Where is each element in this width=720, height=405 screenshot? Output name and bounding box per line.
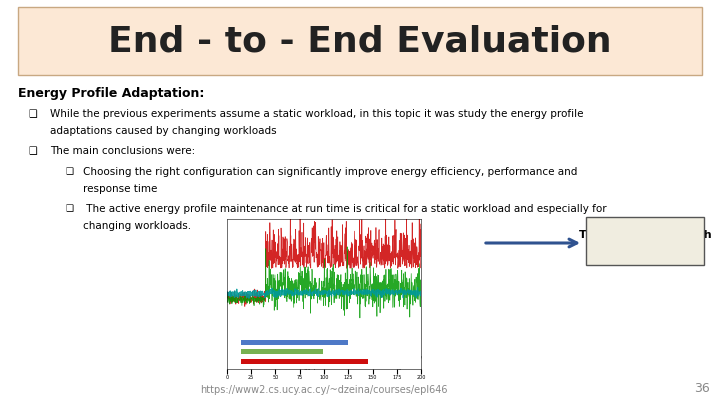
Bar [241,340,348,345]
Text: End - to - End Evaluation: End - to - End Evaluation [108,24,612,58]
Text: ❑: ❑ [65,204,73,213]
Text: While the previous experiments assume a static workload, in this topic it was st: While the previous experiments assume a … [50,109,583,119]
Text: adaptations caused by changing workloads: adaptations caused by changing workloads [50,126,276,136]
Text: The work load switch
happens at 40s: The work load switch happens at 40s [579,230,711,252]
Text: The active energy profile maintenance at run time is critical for a static workl: The active energy profile maintenance at… [83,204,607,214]
Text: for different energy profile maintenance strategies: for different energy profile maintenance… [250,365,410,370]
Text: https://www2.cs.ucy.ac.cy/~dzeina/courses/epl646: https://www2.cs.ucy.ac.cy/~dzeina/course… [200,385,448,395]
Text: ❑: ❑ [65,167,73,176]
Text: Energy Profile Adaptation:: Energy Profile Adaptation: [18,87,204,100]
Text: ❑: ❑ [28,146,37,156]
Text: Choosing the right configuration can significantly improve energy efficiency, pe: Choosing the right configuration can sig… [83,167,577,177]
Bar [241,359,368,364]
FancyBboxPatch shape [586,217,704,265]
Text: 36: 36 [694,382,710,395]
Text: Figure 15: Power and energy draw during workload switch: Figure 15: Power and energy draw during … [238,355,422,360]
Text: The main conclusions were:: The main conclusions were: [50,146,195,156]
Text: response time: response time [83,184,158,194]
Bar [241,349,323,354]
Text: ❑: ❑ [28,109,37,119]
Text: changing workloads.: changing workloads. [83,221,191,231]
FancyBboxPatch shape [18,7,702,75]
